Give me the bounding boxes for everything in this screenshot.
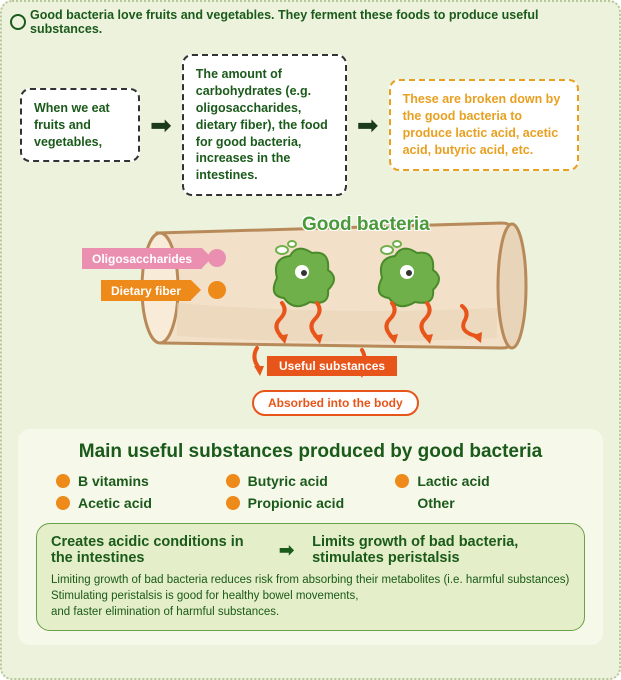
substance-item: Propionic acid bbox=[226, 495, 396, 511]
effects-row: Creates acidic conditions in the intesti… bbox=[51, 534, 570, 566]
intestine-diagram: Good bacteria Oligosaccharides Dietary f… bbox=[2, 208, 619, 423]
flow-box-1: When we eat fruits and vegetables, bbox=[20, 88, 140, 163]
dietary-fiber-tag: Dietary fiber bbox=[101, 280, 191, 301]
substance-label: Butyric acid bbox=[248, 473, 328, 489]
substance-item-other: Other bbox=[395, 495, 565, 511]
arrow-right-icon: ➡ bbox=[279, 540, 294, 561]
effect-right: Limits growth of bad bacteria, stimulate… bbox=[312, 534, 570, 566]
panel-title: Main useful substances produced by good … bbox=[36, 441, 585, 463]
oligosaccharides-tag: Oligosaccharides bbox=[82, 248, 202, 269]
bullet-icon bbox=[226, 496, 240, 510]
tag-arrow-icon bbox=[191, 280, 201, 300]
substance-label: Lactic acid bbox=[417, 473, 489, 489]
effect-detail: Stimulating peristalsis is good for heal… bbox=[51, 588, 570, 604]
effects-box: Creates acidic conditions in the intesti… bbox=[36, 523, 585, 631]
substances-grid: B vitamins Butyric acid Lactic acid Acet… bbox=[36, 473, 585, 511]
substance-item: Lactic acid bbox=[395, 473, 565, 489]
tag-arrow-icon bbox=[202, 248, 212, 268]
effect-left: Creates acidic conditions in the intesti… bbox=[51, 534, 261, 566]
effect-detail: and faster elimination of harmful substa… bbox=[51, 604, 570, 620]
good-bacteria-label: Good bacteria bbox=[302, 214, 430, 236]
substances-panel: Main useful substances produced by good … bbox=[18, 429, 603, 645]
tag-text: Dietary fiber bbox=[111, 284, 181, 298]
flow-box-3: These are broken down by the good bacter… bbox=[389, 79, 579, 171]
arrow-right-icon: ➡ bbox=[357, 112, 379, 138]
header-text: Good bacteria love fruits and vegetables… bbox=[30, 8, 611, 36]
header-row: Good bacteria love fruits and vegetables… bbox=[2, 2, 619, 36]
header-bullet-icon bbox=[10, 14, 26, 30]
flow-row: When we eat fruits and vegetables, ➡ The… bbox=[2, 36, 619, 204]
bullet-icon bbox=[56, 496, 70, 510]
substance-item: Butyric acid bbox=[226, 473, 396, 489]
fiber-particle-icon bbox=[208, 281, 226, 299]
substance-item: Acetic acid bbox=[56, 495, 226, 511]
tag-text: Oligosaccharides bbox=[92, 252, 192, 266]
arrow-right-icon: ➡ bbox=[150, 112, 172, 138]
substance-label: B vitamins bbox=[78, 473, 149, 489]
effect-detail: Limiting growth of bad bacteria reduces … bbox=[51, 572, 570, 588]
substance-item: B vitamins bbox=[56, 473, 226, 489]
substance-label: Acetic acid bbox=[78, 495, 152, 511]
bullet-icon bbox=[226, 474, 240, 488]
substance-label: Propionic acid bbox=[248, 495, 344, 511]
substance-label: Other bbox=[417, 495, 454, 511]
bullet-icon bbox=[395, 474, 409, 488]
flow-box-2: The amount of carbohydrates (e.g. oligos… bbox=[182, 54, 347, 196]
bullet-icon bbox=[56, 474, 70, 488]
useful-substances-tag: Useful substances bbox=[267, 356, 397, 376]
absorbed-pill: Absorbed into the body bbox=[252, 390, 419, 416]
infographic-page: Good bacteria love fruits and vegetables… bbox=[0, 0, 621, 680]
